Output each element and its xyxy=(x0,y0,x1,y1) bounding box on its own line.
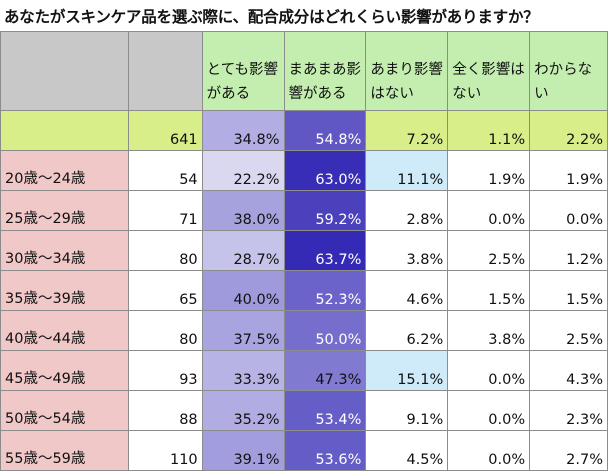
percentage-cell: 2.8% xyxy=(365,190,449,231)
percentage-cell: 35.2% xyxy=(201,390,285,431)
respondent-count: 88 xyxy=(127,390,203,431)
percentage-cell: 0.0% xyxy=(447,350,531,391)
column-header: まあまあ影響がある xyxy=(283,31,367,111)
respondent-count: 54 xyxy=(127,150,203,191)
percentage-cell: 4.6% xyxy=(365,270,449,311)
percentage-cell: 1.5% xyxy=(529,270,608,311)
survey-table: とても影響がある まあまあ影響がある あまり影響はない 全く影響はない わからない 641… xyxy=(0,31,608,471)
total-label xyxy=(0,110,129,151)
percentage-cell: 33.3% xyxy=(201,350,285,391)
percentage-cell: 37.5% xyxy=(201,310,285,351)
column-header: 全く影響はない xyxy=(447,31,531,111)
table-row: 55歳～59歳 110 39.1% 53.6% 4.5% 0.0% 2.7% xyxy=(0,430,608,471)
percentage-cell: 2.7% xyxy=(529,430,608,471)
percentage-cell: 1.2% xyxy=(529,230,608,271)
table-row: 45歳～49歳 93 33.3% 47.3% 15.1% 0.0% 4.3% xyxy=(0,350,608,391)
column-header xyxy=(127,31,203,111)
table-row: 25歳～29歳 71 38.0% 59.2% 2.8% 0.0% 0.0% xyxy=(0,190,608,231)
respondent-count: 80 xyxy=(127,230,203,271)
percentage-cell: 1.5% xyxy=(447,270,531,311)
percentage-cell: 50.0% xyxy=(283,310,367,351)
age-group-label: 55歳～59歳 xyxy=(0,430,129,471)
percentage-cell: 53.4% xyxy=(283,390,367,431)
percentage-cell: 22.2% xyxy=(201,150,285,191)
percentage-cell: 1.9% xyxy=(447,150,531,191)
respondent-count: 65 xyxy=(127,270,203,311)
percentage-cell: 4.3% xyxy=(529,350,608,391)
table-row: 35歳～39歳 65 40.0% 52.3% 4.6% 1.5% 1.5% xyxy=(0,270,608,311)
percentage-cell: 9.1% xyxy=(365,390,449,431)
chart-title: あなたがスキンケア品を選ぶ際に、配合成分はどれくらい影響がありますか？ xyxy=(4,8,539,26)
column-header xyxy=(0,31,129,111)
respondent-count: 110 xyxy=(127,430,203,471)
percentage-cell: 63.0% xyxy=(283,150,367,191)
respondent-count: 93 xyxy=(127,350,203,391)
total-value: 2.2% xyxy=(529,110,608,151)
total-value: 7.2% xyxy=(365,110,449,151)
percentage-cell: 0.0% xyxy=(447,390,531,431)
table-row: 30歳～34歳 80 28.7% 63.7% 3.8% 2.5% 1.2% xyxy=(0,230,608,271)
total-value: 54.8% xyxy=(283,110,367,151)
percentage-cell: 2.5% xyxy=(447,230,531,271)
percentage-cell: 52.3% xyxy=(283,270,367,311)
percentage-cell: 2.5% xyxy=(529,310,608,351)
header-row: とても影響がある まあまあ影響がある あまり影響はない 全く影響はない わからない xyxy=(0,31,608,111)
column-header: とても影響がある xyxy=(201,31,285,111)
age-group-label: 40歳～44歳 xyxy=(0,310,129,351)
age-group-label: 45歳～49歳 xyxy=(0,350,129,391)
percentage-cell: 59.2% xyxy=(283,190,367,231)
total-value: 34.8% xyxy=(201,110,285,151)
age-group-label: 30歳～34歳 xyxy=(0,230,129,271)
column-header: あまり影響はない xyxy=(365,31,449,111)
age-group-label: 35歳～39歳 xyxy=(0,270,129,311)
percentage-cell: 3.8% xyxy=(447,310,531,351)
percentage-cell: 15.1% xyxy=(365,350,449,391)
total-row: 641 34.8% 54.8% 7.2% 1.1% 2.2% xyxy=(0,110,608,151)
percentage-cell: 39.1% xyxy=(201,430,285,471)
age-group-label: 50歳～54歳 xyxy=(0,390,129,431)
percentage-cell: 63.7% xyxy=(283,230,367,271)
percentage-cell: 40.0% xyxy=(201,270,285,311)
percentage-cell: 53.6% xyxy=(283,430,367,471)
table-row: 20歳～24歳 54 22.2% 63.0% 11.1% 1.9% 1.9% xyxy=(0,150,608,191)
table-row: 50歳～54歳 88 35.2% 53.4% 9.1% 0.0% 2.3% xyxy=(0,390,608,431)
percentage-cell: 28.7% xyxy=(201,230,285,271)
total-value: 1.1% xyxy=(447,110,531,151)
percentage-cell: 3.8% xyxy=(365,230,449,271)
percentage-cell: 38.0% xyxy=(201,190,285,231)
percentage-cell: 2.3% xyxy=(529,390,608,431)
percentage-cell: 0.0% xyxy=(529,190,608,231)
percentage-cell: 11.1% xyxy=(365,150,449,191)
percentage-cell: 4.5% xyxy=(365,430,449,471)
percentage-cell: 47.3% xyxy=(283,350,367,391)
column-header: わからない xyxy=(529,31,608,111)
percentage-cell: 6.2% xyxy=(365,310,449,351)
respondent-count: 71 xyxy=(127,190,203,231)
age-group-label: 20歳～24歳 xyxy=(0,150,129,191)
percentage-cell: 0.0% xyxy=(447,430,531,471)
percentage-cell: 0.0% xyxy=(447,190,531,231)
percentage-cell: 1.9% xyxy=(529,150,608,191)
total-count: 641 xyxy=(127,110,203,151)
age-group-label: 25歳～29歳 xyxy=(0,190,129,231)
respondent-count: 80 xyxy=(127,310,203,351)
table-body: とても影響がある まあまあ影響がある あまり影響はない 全く影響はない わからない 641… xyxy=(0,31,608,471)
table-row: 40歳～44歳 80 37.5% 50.0% 6.2% 3.8% 2.5% xyxy=(0,310,608,351)
